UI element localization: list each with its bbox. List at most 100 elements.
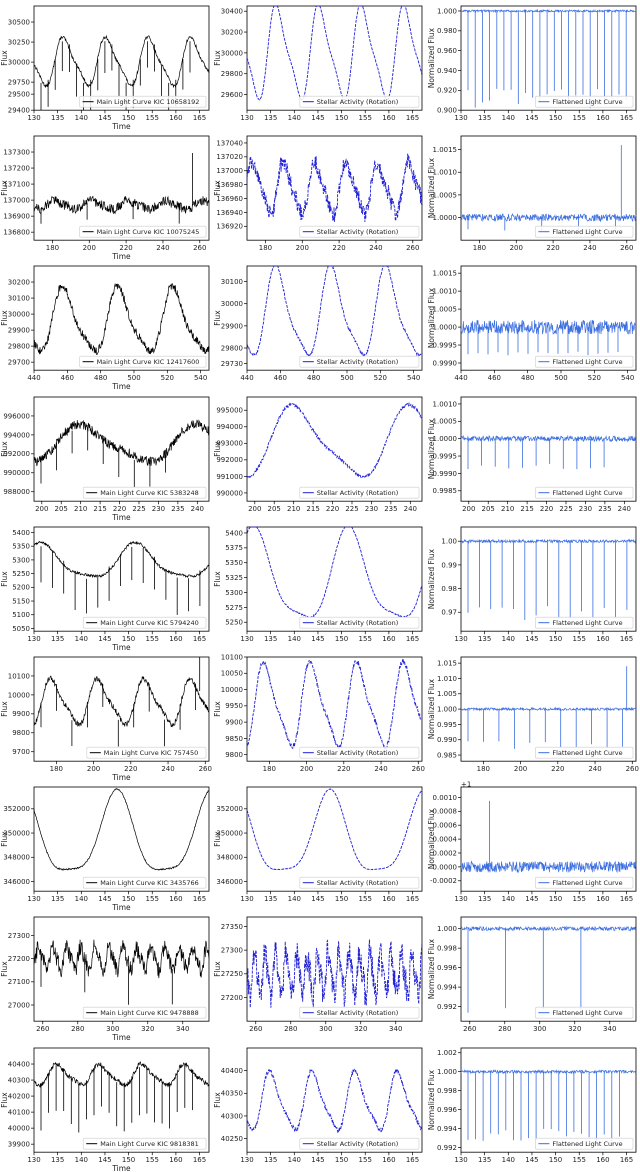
y-tick-label: 5375: [225, 544, 243, 552]
y-tick-label: 0.992: [437, 1003, 457, 1011]
y-axis-label: Flux: [213, 831, 222, 847]
y-tick-label: 350000: [3, 830, 30, 838]
y-tick-label: 27200: [221, 994, 243, 1002]
series-line: [460, 538, 637, 544]
series-line: [246, 5, 423, 101]
legend-label: Main Light Curve KIC 10658192: [97, 98, 200, 106]
series-line: [246, 1067, 423, 1133]
x-tick-label: 135: [478, 114, 491, 122]
x-tick-label: 540: [407, 375, 420, 383]
y-tick-label: 990000: [3, 469, 30, 477]
y-tick-label: 1.0010: [433, 400, 457, 408]
x-tick-label: 135: [478, 895, 491, 903]
x-tick-label: 155: [359, 114, 372, 122]
x-tick-label: 165: [193, 1156, 206, 1164]
x-tick-label: 500: [127, 375, 140, 383]
y-tick-label: 29600: [221, 91, 243, 99]
x-tick-label: 300: [106, 1026, 119, 1034]
legend-box: [82, 486, 207, 499]
legend-label: Stellar Activity (Rotation): [317, 619, 398, 627]
series-line: [460, 926, 637, 933]
x-tick-label: 150: [335, 635, 348, 643]
chart-panel-5-2: 130 135 140 145 150 155 160 165 5250 5275 5300 5325…: [213, 526, 423, 643]
x-tick-label: 540: [194, 375, 207, 383]
y-tick-label: 29730: [221, 360, 243, 368]
y-tick-label: 1.0015: [433, 146, 457, 154]
x-tick-label: 230: [152, 505, 165, 513]
y-tick-label: 0.985: [437, 751, 457, 759]
y-tick-label: 29900: [8, 327, 30, 335]
y-tick-label: 5250: [225, 618, 243, 626]
x-tick-label: 165: [406, 635, 419, 643]
x-tick-label: 165: [620, 1156, 633, 1164]
x-tick-label: 135: [264, 114, 277, 122]
x-tick-label: 215: [306, 505, 319, 513]
y-tick-label: 991000: [216, 472, 243, 480]
y-tick-label: 1.015: [437, 660, 457, 668]
chart-panel-2-3: 180 200 220 240 260 1.0000 1.0005 1.0010 1.0015 N…: [427, 135, 637, 252]
y-tick-label: 1.0010: [433, 169, 457, 177]
y-axis-label: Flux: [213, 440, 222, 456]
x-tick-label: 130: [27, 1156, 40, 1164]
x-tick-label: 220: [337, 765, 350, 773]
x-tick-label: 155: [146, 635, 159, 643]
series-line: [246, 526, 423, 618]
x-tick-label: 180: [263, 765, 276, 773]
y-tick-label: 0.998: [437, 1087, 457, 1095]
x-tick-label: 320: [141, 1026, 154, 1034]
y-tick-label: 5100: [12, 611, 30, 619]
y-axis-label: Normalized Flux: [427, 418, 436, 479]
y-axis-label: Normalized Flux: [427, 548, 436, 609]
x-tick-label: 145: [98, 635, 111, 643]
legend-label: Main Light Curve KIC 5794240: [100, 619, 199, 627]
y-axis-label: Flux: [213, 1091, 222, 1107]
y-tick-label: 0.995: [437, 721, 457, 729]
x-axis-label: Time: [111, 252, 131, 260]
legend-box: [299, 1137, 420, 1150]
x-tick-label: 135: [264, 1156, 277, 1164]
series-line: [246, 939, 423, 1009]
x-tick-label: 260: [199, 765, 212, 773]
y-tick-label: 348000: [216, 854, 243, 862]
y-tick-label: 5275: [225, 604, 243, 612]
y-axis-label: Flux: [0, 571, 9, 587]
x-tick-label: 160: [169, 1156, 182, 1164]
y-tick-label: 995000: [216, 406, 243, 414]
x-axis-label: Time: [111, 903, 131, 911]
x-tick-label: 140: [502, 895, 515, 903]
x-tick-label: 280: [284, 1026, 297, 1034]
y-tick-label: 5325: [225, 574, 243, 582]
y-tick-label: 40300: [221, 1112, 243, 1120]
legend-box: [535, 356, 634, 368]
x-tick-label: 200: [300, 765, 313, 773]
x-tick-label: 165: [193, 635, 206, 643]
x-tick-label: 150: [549, 1156, 562, 1164]
chart-panel-7-1: 130 135 140 145 150 155 160 165 346000 348000 3500…: [0, 786, 210, 911]
y-tick-label: 27250: [221, 971, 243, 979]
plot-frame: [460, 135, 637, 241]
x-tick-label: 140: [75, 895, 88, 903]
x-tick-label: 130: [27, 114, 40, 122]
y-axis-label: Flux: [0, 310, 9, 326]
x-tick-label: 145: [525, 1156, 538, 1164]
y-tick-label: 136980: [216, 181, 243, 189]
x-tick-label: 165: [193, 895, 206, 903]
x-tick-label: 500: [340, 375, 353, 383]
x-tick-label: 220: [119, 244, 132, 252]
y-tick-label: 990000: [216, 489, 243, 497]
plot-frame: [33, 135, 210, 241]
x-tick-label: 300: [319, 1026, 332, 1034]
legend-box: [535, 877, 634, 889]
chart-panel-1-1: 130 135 140 145 150 155 160 165 29400 29500 29750 3…: [0, 5, 210, 130]
y-tick-label: 30100: [221, 278, 243, 286]
x-tick-label: 145: [98, 895, 111, 903]
x-axis-label: Time: [111, 773, 131, 781]
x-tick-label: 240: [369, 244, 382, 252]
chart-panel-6-1: 180 200 220 240 260 9700 9800 9900 10000 10100 Tim…: [0, 656, 212, 781]
x-tick-label: 165: [406, 895, 419, 903]
y-tick-label: 1.0010: [433, 288, 457, 296]
y-tick-label: 27000: [8, 1002, 30, 1010]
plot-frame: [33, 656, 210, 762]
y-axis-label: Flux: [0, 1091, 9, 1107]
series-line: [460, 8, 637, 14]
